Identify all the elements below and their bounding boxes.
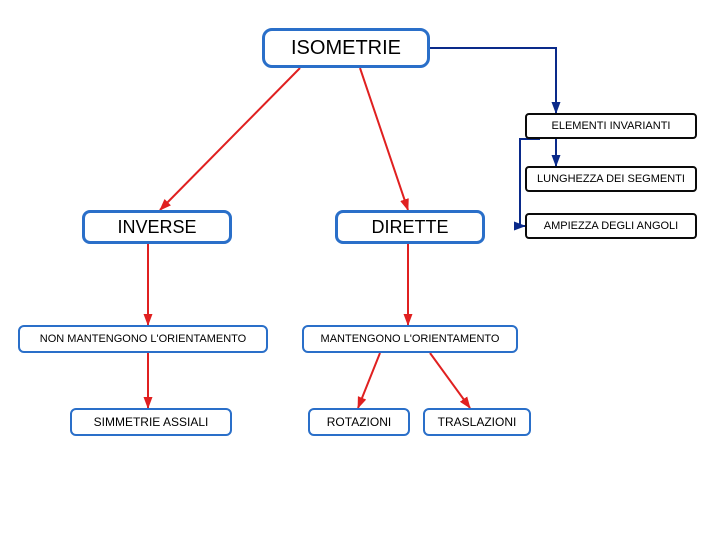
node-label: TRASLAZIONI (438, 415, 517, 429)
edge-arrow (358, 353, 380, 408)
node-label: ROTAZIONI (327, 415, 391, 429)
node-label: INVERSE (117, 217, 196, 238)
node-dirette: DIRETTE (335, 210, 485, 244)
node-label: DIRETTE (371, 217, 448, 238)
node-label: SIMMETRIE ASSIALI (94, 415, 209, 429)
node-label: AMPIEZZA DEGLI ANGOLI (544, 220, 678, 232)
node-lunghezza-segmenti: LUNGHEZZA DEI SEGMENTI (525, 166, 697, 192)
diagram-canvas: ISOMETRIE ELEMENTI INVARIANTI LUNGHEZZA … (0, 0, 720, 540)
edges-layer (0, 0, 720, 540)
edge-arrow (160, 68, 300, 210)
edge-arrow (360, 68, 408, 210)
node-isometrie: ISOMETRIE (262, 28, 430, 68)
edge-arrow (430, 48, 556, 113)
node-inverse: INVERSE (82, 210, 232, 244)
node-label: MANTENGONO L'ORIENTAMENTO (321, 333, 500, 345)
node-non-mantengono: NON MANTENGONO L'ORIENTAMENTO (18, 325, 268, 353)
node-simmetrie-assiali: SIMMETRIE ASSIALI (70, 408, 232, 436)
node-label: ELEMENTI INVARIANTI (552, 120, 671, 132)
node-traslazioni: TRASLAZIONI (423, 408, 531, 436)
node-label: NON MANTENGONO L'ORIENTAMENTO (40, 333, 246, 345)
node-label: ISOMETRIE (291, 37, 401, 60)
node-ampiezza-angoli: AMPIEZZA DEGLI ANGOLI (525, 213, 697, 239)
node-elementi-invarianti: ELEMENTI INVARIANTI (525, 113, 697, 139)
node-rotazioni: ROTAZIONI (308, 408, 410, 436)
node-mantengono: MANTENGONO L'ORIENTAMENTO (302, 325, 518, 353)
edge-arrow (430, 353, 470, 408)
node-label: LUNGHEZZA DEI SEGMENTI (537, 173, 685, 185)
